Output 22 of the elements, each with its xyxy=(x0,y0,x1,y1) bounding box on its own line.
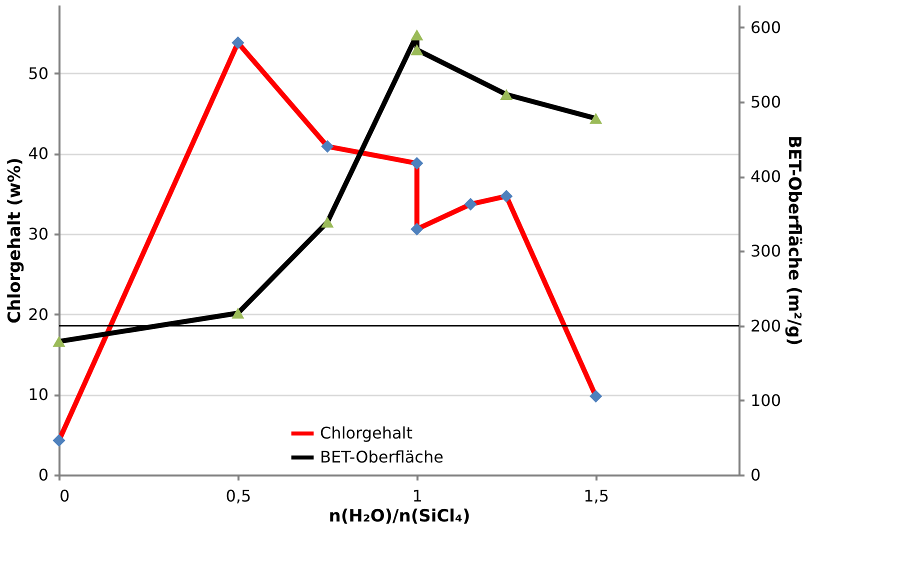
y2-tick-label: 600 xyxy=(750,18,782,37)
y-tick-label: 20 xyxy=(28,304,48,324)
y2-tick-label: 200 xyxy=(750,316,782,336)
x-axis-title: n(H₂O)/n(SiCl₄) xyxy=(328,506,470,526)
y2-axis-title: BET-Oberfläche (m²/g) xyxy=(784,135,804,346)
y-tick-label: 50 xyxy=(28,64,48,83)
y-tick-label: 0 xyxy=(38,466,48,484)
y-tick-label: 40 xyxy=(28,144,48,164)
y2-tick-label: 100 xyxy=(750,390,782,410)
x-tick-label: 1,5 xyxy=(584,486,610,506)
y-axis-title: Chlorgehalt (w%) xyxy=(5,158,26,324)
y-tick-label: 10 xyxy=(28,385,48,404)
y2-tick-label: 400 xyxy=(750,167,782,186)
legend-label: BET-Oberfläche xyxy=(320,448,444,466)
y2-tick-label: 300 xyxy=(750,242,782,261)
x-tick-label: 1 xyxy=(412,486,422,506)
y2-tick-label: 0 xyxy=(750,466,761,484)
y2-tick-label: 500 xyxy=(750,92,782,112)
legend-label: Chlorgehalt xyxy=(320,424,413,442)
x-tick-label: 0,5 xyxy=(226,486,252,506)
y-tick-label: 30 xyxy=(28,224,48,244)
x-tick-label: 0 xyxy=(60,486,70,506)
